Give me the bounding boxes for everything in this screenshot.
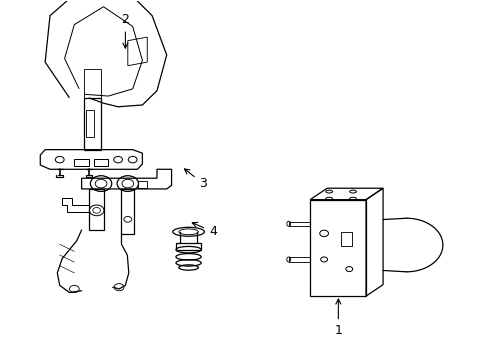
Text: 3: 3 xyxy=(184,169,207,190)
Text: 2: 2 xyxy=(121,13,129,48)
Text: 1: 1 xyxy=(334,299,342,337)
Text: 4: 4 xyxy=(192,222,216,238)
